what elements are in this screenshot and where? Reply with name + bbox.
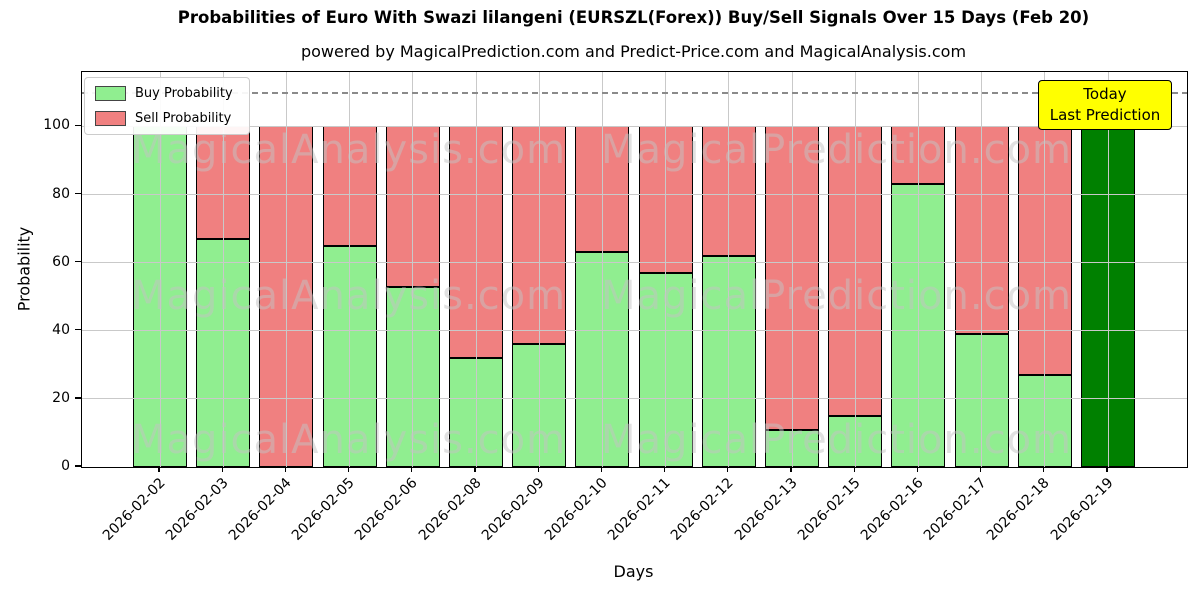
v-gridline: [981, 72, 983, 467]
x-tick-label: 2026-02-03: [162, 475, 232, 544]
v-gridline: [665, 72, 667, 467]
x-tick: [980, 467, 982, 472]
y-tick: [75, 397, 81, 399]
h-gridline: [82, 330, 1187, 332]
v-gridline: [1044, 72, 1046, 467]
v-gridline: [412, 72, 414, 467]
x-tick-label: 2026-02-05: [289, 475, 358, 544]
x-tick-label: 2026-02-04: [225, 475, 295, 544]
x-tick-label: 2026-02-02: [99, 475, 169, 544]
legend-item-sell: Sell Probability: [95, 111, 239, 126]
v-gridline: [475, 72, 477, 467]
v-gridline: [349, 72, 351, 467]
x-tick: [790, 467, 792, 472]
x-tick-label: 2026-02-13: [731, 475, 801, 544]
x-tick-label: 2026-02-19: [1047, 475, 1117, 544]
y-tick-label: 60: [52, 253, 70, 270]
x-tick: [853, 467, 855, 472]
legend-item-buy: Buy Probability: [95, 86, 239, 101]
y-tick-label: 100: [43, 117, 70, 134]
watermark-text: MagicalAnalysis.com: [131, 273, 567, 319]
y-tick-label: 0: [61, 458, 70, 474]
v-gridline: [159, 72, 161, 467]
x-tick-label: 2026-02-06: [352, 475, 422, 544]
x-tick-label: 2026-02-15: [794, 475, 864, 544]
plot-area: MagicalAnalysis.com MagicalPrediction.com…: [81, 71, 1188, 468]
v-gridline: [601, 72, 603, 467]
x-tick-label: 2026-02-08: [415, 475, 485, 544]
y-tick: [75, 261, 81, 263]
v-gridline: [854, 72, 856, 467]
x-tick: [664, 467, 666, 472]
x-tick: [537, 467, 539, 472]
h-gridline: [82, 262, 1187, 264]
dashed-threshold-line: [82, 92, 1187, 95]
x-tick: [474, 467, 476, 472]
v-gridline: [917, 72, 919, 467]
legend-label-buy: Buy Probability: [135, 86, 233, 101]
y-tick-label: 20: [52, 389, 70, 406]
x-tick: [1043, 467, 1045, 472]
y-tick: [75, 329, 81, 331]
y-tick: [75, 465, 81, 467]
x-axis-label: Days: [613, 562, 654, 581]
watermark-text: MagicalPrediction.com: [601, 273, 1072, 319]
x-tick: [221, 467, 223, 472]
x-tick: [916, 467, 919, 472]
y-tick: [75, 192, 81, 195]
h-gridline: [82, 398, 1187, 400]
x-tick: [1106, 467, 1108, 472]
y-tick-label: 80: [52, 185, 70, 202]
v-gridline: [728, 72, 730, 467]
v-gridline: [538, 72, 540, 467]
watermark-text: MagicalPrediction.com: [601, 127, 1072, 173]
x-tick: [284, 467, 287, 472]
x-tick: [600, 467, 603, 472]
y-tick: [75, 124, 81, 127]
x-tick: [348, 467, 350, 472]
v-gridline: [1107, 72, 1109, 467]
watermark-text: MagicalPrediction.com: [601, 417, 1072, 463]
y-tick-label: 40: [52, 321, 70, 338]
v-gridline: [222, 72, 224, 467]
x-tick-label: 2026-02-16: [857, 475, 927, 544]
watermark-text: MagicalAnalysis.com: [131, 417, 567, 463]
today-annotation-line1: Today: [1083, 85, 1127, 103]
x-tick-label: 2026-02-18: [984, 475, 1054, 544]
x-tick-label: 2026-02-11: [605, 475, 674, 544]
h-gridline: [82, 194, 1187, 196]
x-tick: [158, 467, 160, 472]
legend: Buy Probability Sell Probability: [84, 77, 250, 135]
h-gridline: [82, 125, 1187, 127]
x-tick-label: 2026-02-09: [478, 475, 548, 544]
v-gridline: [285, 72, 287, 467]
x-tick-label: 2026-02-17: [921, 475, 990, 544]
x-tick: [411, 467, 413, 472]
buy-probability-swatch: [95, 86, 126, 101]
sell-probability-swatch: [95, 111, 126, 126]
today-annotation-line2: Last Prediction: [1049, 106, 1161, 124]
chart-title: Probabilities of Euro With Swazi lilange…: [177, 8, 1090, 27]
today-annotation: Today Last Prediction: [1038, 80, 1172, 130]
chart-subtitle: powered by MagicalPrediction.com and Pre…: [300, 42, 967, 61]
x-tick-label: 2026-02-12: [668, 475, 738, 544]
x-tick: [727, 467, 729, 472]
x-tick-label: 2026-02-10: [541, 475, 611, 544]
legend-label-sell: Sell Probability: [135, 111, 232, 126]
v-gridline: [791, 72, 793, 467]
